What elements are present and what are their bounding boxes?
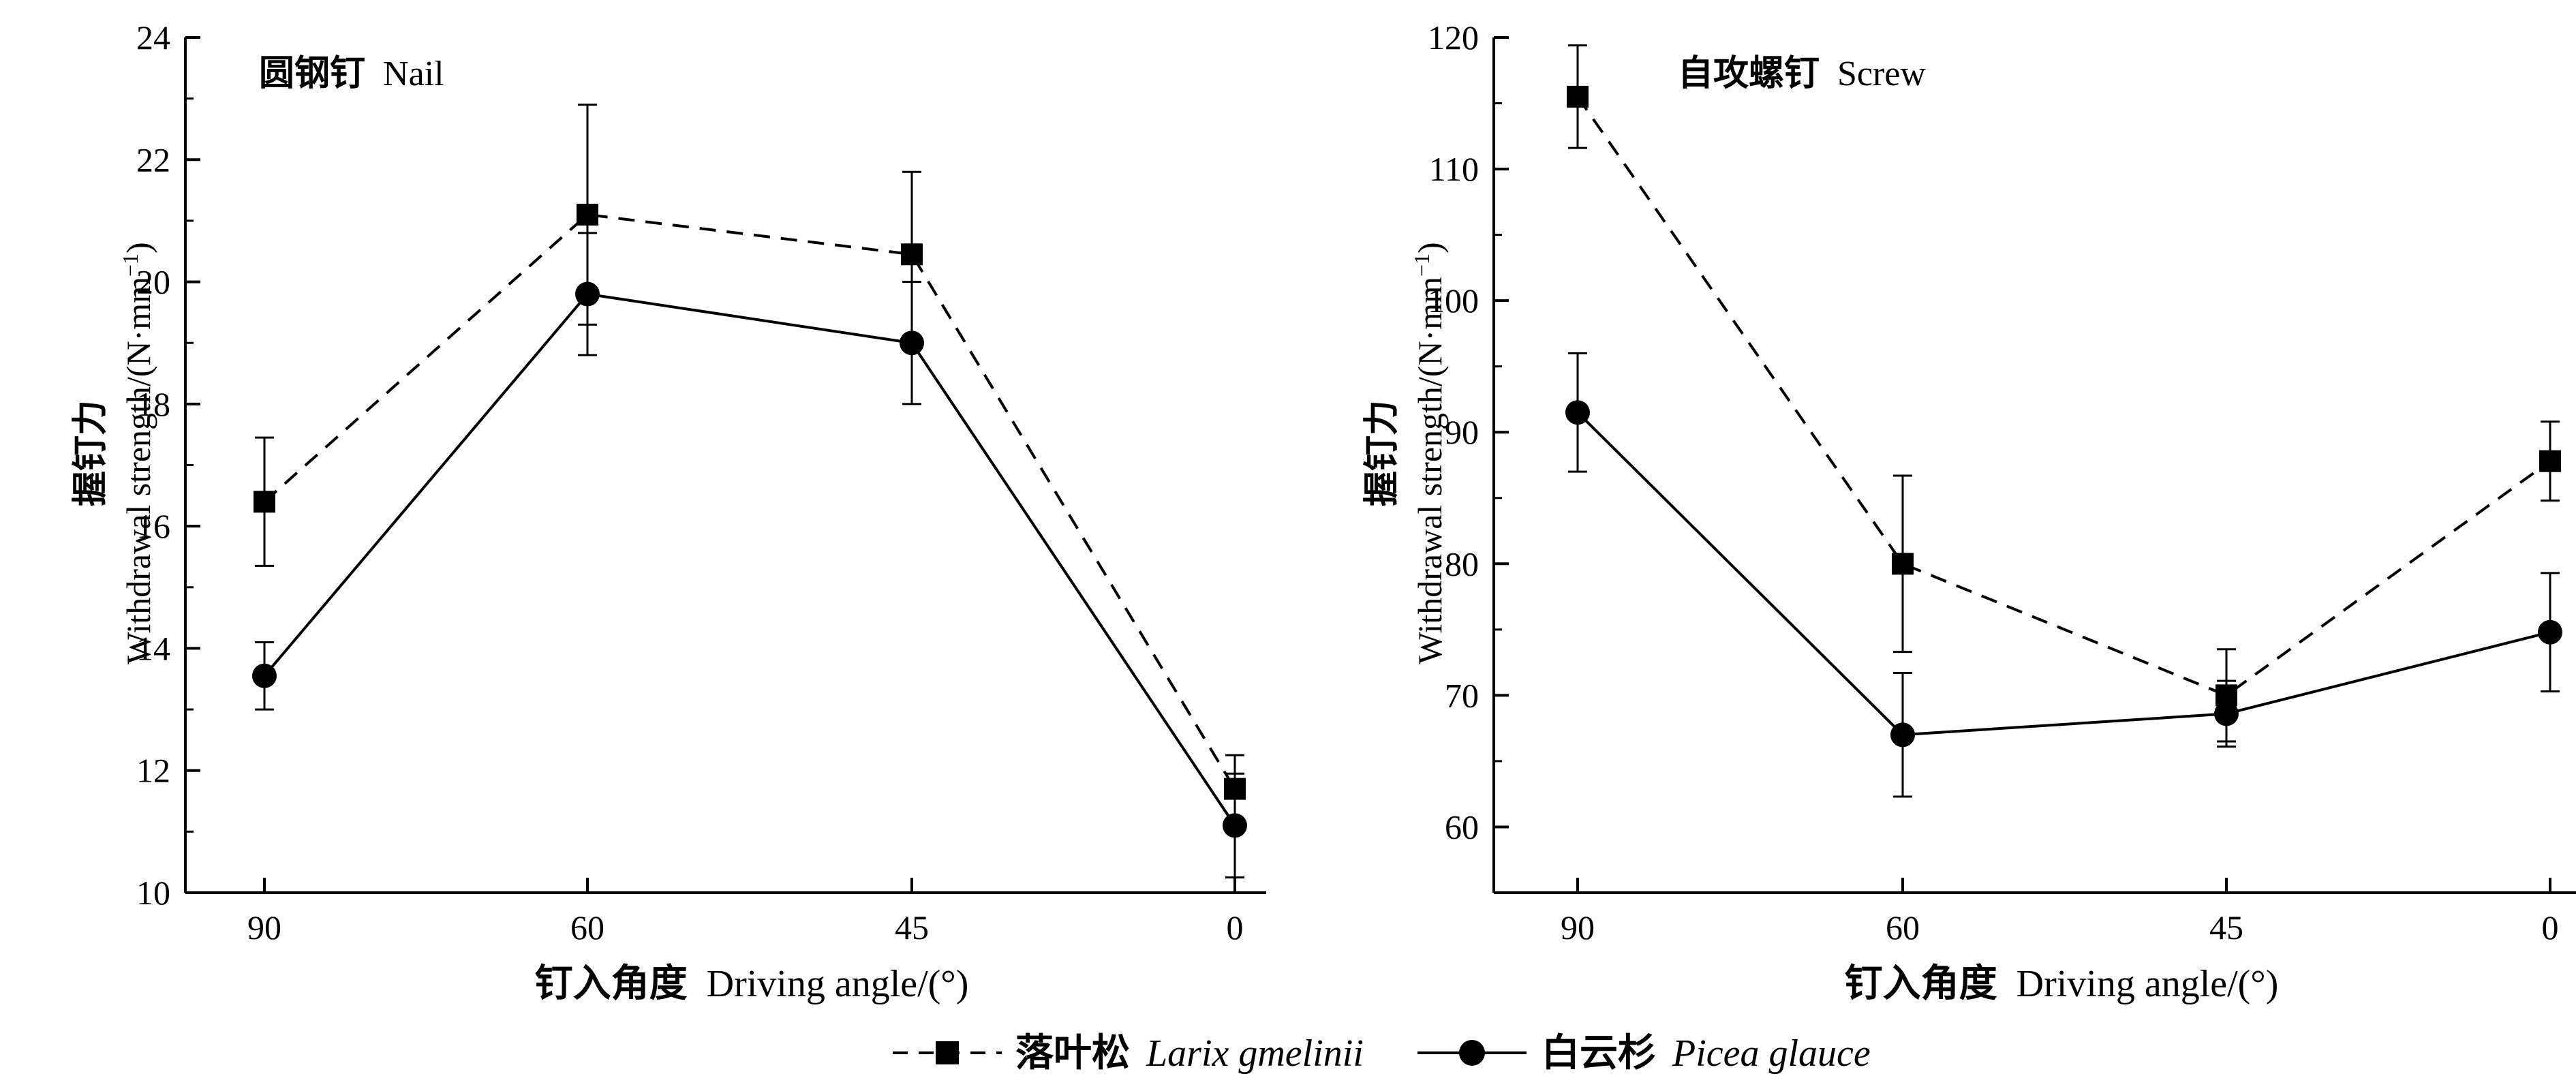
y-axis-label-zh: 握钉力 bbox=[70, 400, 111, 506]
x-tick-label: 45 bbox=[2209, 908, 2243, 947]
data-point-circle bbox=[1890, 722, 1915, 748]
y-axis-ticks: 10 12 14 16 18 20 22 24 bbox=[136, 18, 200, 912]
series-line-picea bbox=[1576, 411, 2551, 737]
x-tick-label: 60 bbox=[570, 908, 604, 947]
series-line-picea bbox=[263, 292, 1236, 827]
x-tick-label: 0 bbox=[1227, 908, 1244, 947]
data-point-square bbox=[577, 203, 598, 226]
y-tick-label: 70 bbox=[1445, 676, 1479, 714]
x-axis-ticks: 90 60 45 0 bbox=[1561, 878, 2559, 947]
y-axis-label-sup: −1 bbox=[118, 253, 142, 277]
plot-area bbox=[1565, 44, 2562, 798]
x-axis-label-en: Driving angle/(°) bbox=[707, 963, 969, 1005]
x-tick-label: 90 bbox=[247, 908, 281, 947]
series-larix bbox=[1567, 44, 2561, 743]
y-axis-ticks: 60 70 80 90 100 110 120 bbox=[1428, 18, 1509, 846]
legend: 落叶松 Larix gmelinii 白云杉 Picea glauce bbox=[893, 1031, 1871, 1075]
y-axis-label-en: Withdrawal strength/(N·mm bbox=[1411, 277, 1449, 664]
x-tick-label: 0 bbox=[2542, 908, 2559, 947]
data-point-square bbox=[254, 491, 275, 513]
svg-text:Withdrawal strength/(N·mm−1): Withdrawal strength/(N·mm−1) bbox=[1409, 242, 1449, 664]
x-axis-label-zh: 钉入角度 bbox=[535, 962, 688, 1006]
axes bbox=[184, 37, 1266, 894]
chart-panel-screw: 60 70 80 90 100 110 120 90 60 45 0 自攻螺钉 Screw 钉入角度… bbox=[1362, 18, 2576, 1006]
x-axis-label-en: Driving angle/(°) bbox=[2017, 963, 2279, 1005]
series-picea bbox=[252, 232, 1247, 879]
axes bbox=[1492, 37, 2576, 894]
x-axis-label-zh: 钉入角度 bbox=[1845, 962, 1997, 1006]
y-tick-label: 110 bbox=[1429, 150, 1479, 188]
legend-square-marker bbox=[936, 1041, 959, 1064]
data-point-circle bbox=[575, 281, 600, 307]
legend-item-picea: 白云杉 Picea glauce bbox=[1417, 1031, 1871, 1075]
data-point-circle bbox=[900, 331, 924, 356]
y-axis-label-zh: 握钉力 bbox=[1362, 400, 1402, 506]
data-point-square bbox=[2539, 450, 2561, 472]
data-point-square bbox=[1567, 85, 1589, 108]
y-tick-label: 90 bbox=[1445, 413, 1479, 451]
x-tick-label: 60 bbox=[1886, 908, 1920, 947]
y-axis-label: 握钉力 Withdrawal strength/(N·mm−1) bbox=[1362, 242, 1449, 664]
y-tick-label: 18 bbox=[136, 385, 170, 423]
data-point-circle bbox=[2214, 701, 2239, 726]
y-tick-label: 14 bbox=[136, 629, 170, 667]
legend-circle-marker bbox=[1459, 1040, 1485, 1066]
series-line-larix bbox=[263, 213, 1236, 790]
svg-text:握钉力: 握钉力 bbox=[70, 400, 111, 506]
series-picea bbox=[1565, 352, 2562, 798]
data-point-circle bbox=[1223, 813, 1247, 838]
data-point-circle bbox=[1565, 400, 1590, 425]
legend-label-zh: 白云杉 bbox=[1542, 1031, 1656, 1075]
series-line-larix bbox=[1576, 95, 2551, 697]
y-axis-label-end: ) bbox=[1411, 242, 1449, 253]
x-axis-ticks: 90 60 45 0 bbox=[247, 878, 1244, 947]
data-point-circle bbox=[252, 663, 277, 688]
y-tick-label: 24 bbox=[136, 18, 170, 57]
y-tick-label: 120 bbox=[1428, 18, 1479, 57]
chart-title: 自攻螺钉 Screw bbox=[1678, 53, 1926, 94]
chart-title-en: Nail bbox=[383, 55, 444, 93]
data-point-circle bbox=[2538, 619, 2562, 645]
y-axis-label: 握钉力 Withdrawal strength/(N·mm−1) bbox=[70, 242, 157, 664]
chart-title-zh: 自攻螺钉 bbox=[1678, 53, 1820, 94]
y-tick-label: 60 bbox=[1445, 808, 1479, 846]
svg-text:Withdrawal strength/(N·mm−1): Withdrawal strength/(N·mm−1) bbox=[118, 242, 157, 664]
y-tick-label: 10 bbox=[136, 874, 170, 912]
x-axis-label: 钉入角度 Driving angle/(°) bbox=[535, 962, 969, 1006]
svg-text:握钉力: 握钉力 bbox=[1362, 400, 1402, 506]
y-tick-label: 12 bbox=[136, 752, 170, 790]
data-point-square bbox=[901, 243, 923, 266]
legend-label-latin: Picea glauce bbox=[1672, 1032, 1871, 1075]
y-tick-label: 20 bbox=[136, 263, 170, 301]
chart-title: 圆钢钉 Nail bbox=[259, 53, 444, 94]
x-tick-label: 90 bbox=[1561, 908, 1595, 947]
x-tick-label: 45 bbox=[895, 908, 929, 947]
plot-area bbox=[252, 104, 1247, 879]
y-axis-label-sup: −1 bbox=[1409, 253, 1434, 277]
y-tick-label: 16 bbox=[136, 507, 170, 545]
chart-panel-nail: 10 12 14 16 18 20 22 24 90 60 45 0 圆钢钉 Nail 钉入角度 Dri… bbox=[70, 18, 1266, 1006]
chart-title-en: Screw bbox=[1837, 55, 1926, 93]
legend-label: 白云杉 Picea glauce bbox=[1542, 1031, 1871, 1075]
y-axis-label-en: Withdrawal strength/(N·mm bbox=[119, 277, 157, 664]
x-axis-label: 钉入角度 Driving angle/(°) bbox=[1845, 962, 2279, 1006]
y-axis-label-end: ) bbox=[119, 242, 157, 253]
legend-label-zh: 落叶松 bbox=[1015, 1031, 1130, 1075]
series-larix bbox=[254, 104, 1246, 824]
legend-label: 落叶松 Larix gmelinii bbox=[1015, 1031, 1364, 1075]
legend-label-latin: Larix gmelinii bbox=[1146, 1032, 1364, 1075]
y-tick-label: 80 bbox=[1445, 544, 1479, 583]
legend-item-larix: 落叶松 Larix gmelinii bbox=[893, 1031, 1364, 1075]
chart-title-zh: 圆钢钉 bbox=[259, 53, 365, 94]
data-point-square bbox=[1892, 553, 1914, 575]
y-tick-label: 22 bbox=[136, 140, 170, 179]
y-tick-label: 100 bbox=[1428, 281, 1479, 320]
